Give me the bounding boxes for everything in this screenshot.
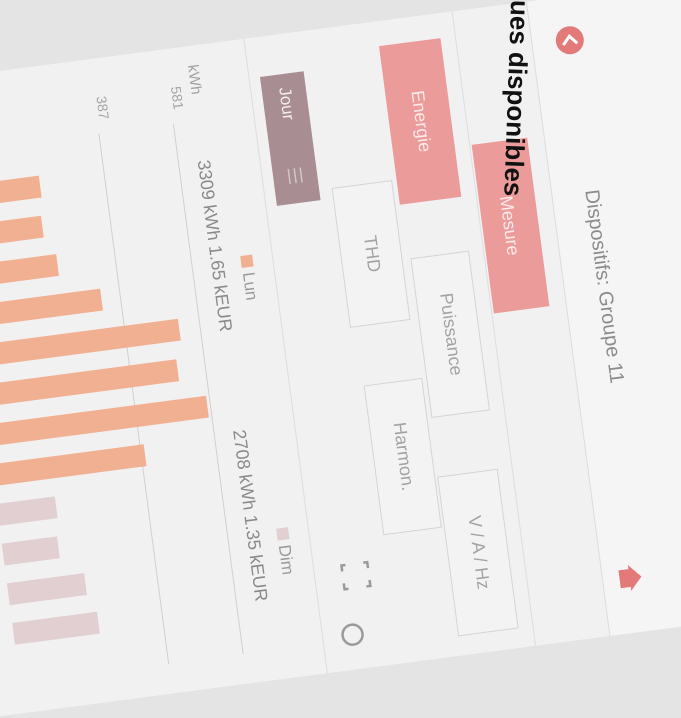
header-divider xyxy=(525,1,611,637)
tab-divider xyxy=(451,11,537,646)
home-button[interactable] xyxy=(618,564,643,593)
bar xyxy=(1,536,60,566)
bar xyxy=(0,359,180,407)
bar xyxy=(0,288,104,328)
y-tick-label: 387 xyxy=(93,95,112,120)
legend-label: Dim xyxy=(275,544,298,576)
measure-button-label: THD xyxy=(360,234,385,273)
bar xyxy=(0,496,58,526)
bar xyxy=(0,318,181,368)
refresh-button[interactable] xyxy=(341,623,364,646)
measure-button[interactable] xyxy=(378,38,462,205)
grid-line xyxy=(172,123,244,655)
period-label: Jour xyxy=(275,86,298,122)
measure-button[interactable] xyxy=(363,377,442,536)
bar xyxy=(12,611,100,645)
tab-active[interactable] xyxy=(471,137,550,314)
bar xyxy=(0,215,44,249)
fullscreen-button[interactable] xyxy=(340,560,372,591)
legend-swatch xyxy=(276,527,290,541)
legend-label: Lun xyxy=(239,271,262,302)
bar xyxy=(0,444,147,487)
measure-button[interactable] xyxy=(410,250,490,418)
back-button[interactable] xyxy=(554,24,585,55)
header-background xyxy=(526,0,681,637)
bar xyxy=(0,175,42,209)
measure-button[interactable] xyxy=(437,468,519,637)
legend-swatch xyxy=(240,254,254,268)
bar xyxy=(0,254,60,288)
dropdown-icon xyxy=(287,167,303,185)
y-axis-label: kWh xyxy=(184,64,205,96)
measure-button[interactable] xyxy=(331,180,411,328)
bar xyxy=(0,395,209,447)
back-icon xyxy=(562,33,579,46)
period-dropdown[interactable] xyxy=(259,71,321,206)
controls-divider xyxy=(243,38,328,674)
bar xyxy=(6,573,87,606)
y-tick-label: 581 xyxy=(168,85,187,110)
overlay-text: ues disponibles xyxy=(498,0,535,197)
grid-line xyxy=(98,133,170,664)
